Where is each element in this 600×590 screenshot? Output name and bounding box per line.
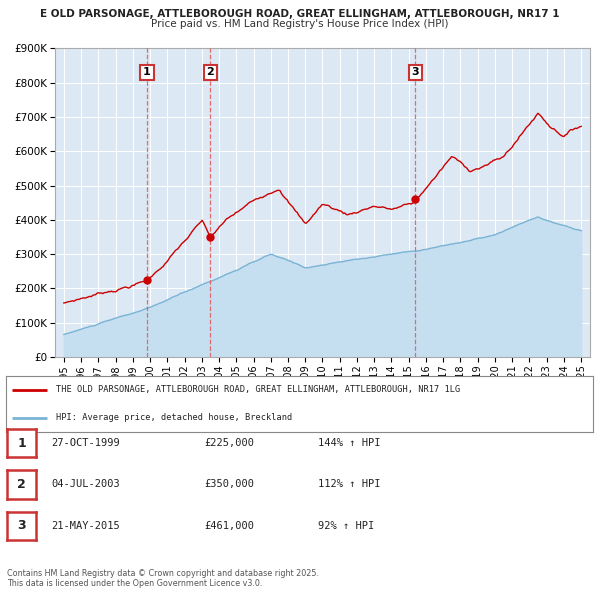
Text: THE OLD PARSONAGE, ATTLEBOROUGH ROAD, GREAT ELLINGHAM, ATTLEBOROUGH, NR17 1LG: THE OLD PARSONAGE, ATTLEBOROUGH ROAD, GR… [56,385,460,394]
Text: 2: 2 [206,67,214,77]
Text: £461,000: £461,000 [204,521,254,530]
Text: 1: 1 [143,67,151,77]
Text: 2: 2 [17,478,26,491]
Text: Price paid vs. HM Land Registry's House Price Index (HPI): Price paid vs. HM Land Registry's House … [151,19,449,30]
Text: HPI: Average price, detached house, Breckland: HPI: Average price, detached house, Brec… [56,414,292,422]
Text: 21-MAY-2015: 21-MAY-2015 [51,521,120,530]
Text: 144% ↑ HPI: 144% ↑ HPI [318,438,380,448]
Text: 3: 3 [17,519,26,532]
Text: 112% ↑ HPI: 112% ↑ HPI [318,480,380,489]
Text: 04-JUL-2003: 04-JUL-2003 [51,480,120,489]
Text: 3: 3 [412,67,419,77]
Text: E OLD PARSONAGE, ATTLEBOROUGH ROAD, GREAT ELLINGHAM, ATTLEBOROUGH, NR17 1: E OLD PARSONAGE, ATTLEBOROUGH ROAD, GREA… [40,9,560,19]
Text: Contains HM Land Registry data © Crown copyright and database right 2025.
This d: Contains HM Land Registry data © Crown c… [7,569,319,588]
Text: £225,000: £225,000 [204,438,254,448]
Text: 92% ↑ HPI: 92% ↑ HPI [318,521,374,530]
Text: 27-OCT-1999: 27-OCT-1999 [51,438,120,448]
Text: 1: 1 [17,437,26,450]
Text: £350,000: £350,000 [204,480,254,489]
